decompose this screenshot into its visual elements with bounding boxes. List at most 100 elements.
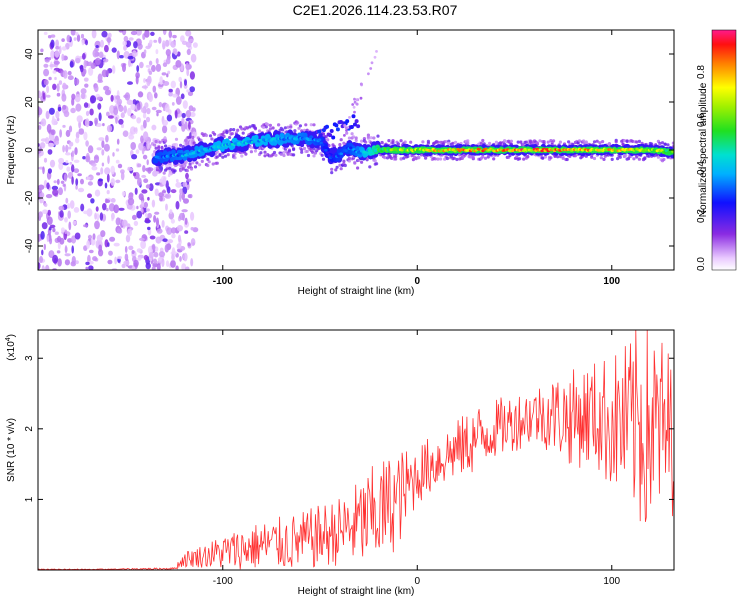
streak-blob [355,102,359,106]
noise-blob [107,242,110,247]
ridge-halo [353,161,357,165]
snr-multiplier: (x104) [5,334,17,361]
ridge-halo [364,140,368,144]
noise-blob [112,152,115,157]
noise-blob [45,94,51,98]
noise-blob [141,200,145,207]
ridge-halo [417,155,421,159]
noise-blob [118,118,124,125]
noise-blob [118,30,124,33]
noise-blob [60,180,65,184]
noise-blob [40,48,44,53]
noise-blob [56,250,61,254]
noise-blob [40,138,48,142]
ridge-halo [443,157,447,161]
noise-blob [96,172,101,176]
colorbar-tick-label: 0.8 [696,65,707,79]
colorbar-tick-label: 0.6 [696,113,707,127]
noise-blob [125,234,131,243]
noise-blob [101,140,105,149]
noise-blob [151,265,156,270]
noise-blob [128,37,134,41]
ridge-halo [616,157,620,161]
noise-blob [124,246,128,253]
ridge-halo [248,125,252,129]
noise-blob [64,245,68,254]
ridge-halo [666,143,670,147]
ridge-halo [226,153,230,157]
noise-blob [52,70,57,74]
noise-blob [147,228,152,236]
noise-blob [89,175,94,180]
noise-blob [115,179,121,184]
noise-blob [43,243,46,251]
ridge-branch [329,129,334,133]
noise-blob [123,105,127,114]
ridge-halo [347,156,351,160]
ridge-halo [173,169,177,173]
noise-blob [56,178,60,185]
ridge-halo [304,123,308,127]
noise-blob [77,187,85,193]
ridge-halo [286,125,290,129]
noise-blob [42,209,48,214]
noise-blob [139,61,144,69]
ridge-halo [155,166,159,170]
ridge-core [358,151,362,155]
noise-blob [85,266,89,270]
noise-blob [127,228,132,237]
ridge-halo [592,140,597,144]
ridge-halo [350,132,354,136]
noise-blob [192,131,197,137]
ridge-halo [631,139,635,143]
noise-blob [48,227,52,231]
streak-blob [343,124,347,128]
ridge-halo [292,153,296,157]
noise-blob [41,249,44,256]
noise-blob [63,110,70,118]
noise-blob [61,53,65,62]
noise-blob [154,92,158,99]
ridge-halo [215,161,219,165]
noise-blob [167,239,174,244]
noise-blob [116,50,120,60]
noise-blob [73,168,80,174]
noise-blob [143,119,147,129]
noise-blob [50,50,55,59]
noise-blob [55,46,60,50]
ridge-halo [158,169,162,173]
noise-blob [181,263,187,270]
snr-frame [37,329,675,571]
ridge-halo [257,129,262,133]
noise-blob [176,51,181,57]
ridge-halo [421,140,425,144]
ridge-core [322,146,326,149]
ridge-halo [195,161,199,165]
noise-blob [54,76,57,81]
ridge-halo [466,141,470,145]
streak-blob [367,72,370,76]
y-tick-label: -40 [24,238,35,253]
noise-blob [153,258,158,265]
ridge-halo [595,139,599,143]
noise-blob [181,117,185,126]
noise-blob [167,173,171,178]
ridge-halo [444,140,448,144]
noise-blob [130,142,136,150]
noise-blob [67,210,71,219]
ridge-halo [162,171,166,175]
noise-blob [184,217,188,225]
noise-blob [96,213,100,222]
snr-ticks: -100 0 100 1 2 3 [24,330,674,587]
noise-blob [106,207,109,212]
noise-blob [69,61,74,68]
noise-blob [88,249,94,254]
ridge-branch [325,124,329,129]
noise-blob [155,63,162,72]
noise-blob [168,30,173,39]
noise-blob [147,196,150,201]
noise-blob [89,108,94,116]
noise-blob [162,62,168,67]
noise-blob [182,181,188,187]
noise-blob [118,105,124,112]
